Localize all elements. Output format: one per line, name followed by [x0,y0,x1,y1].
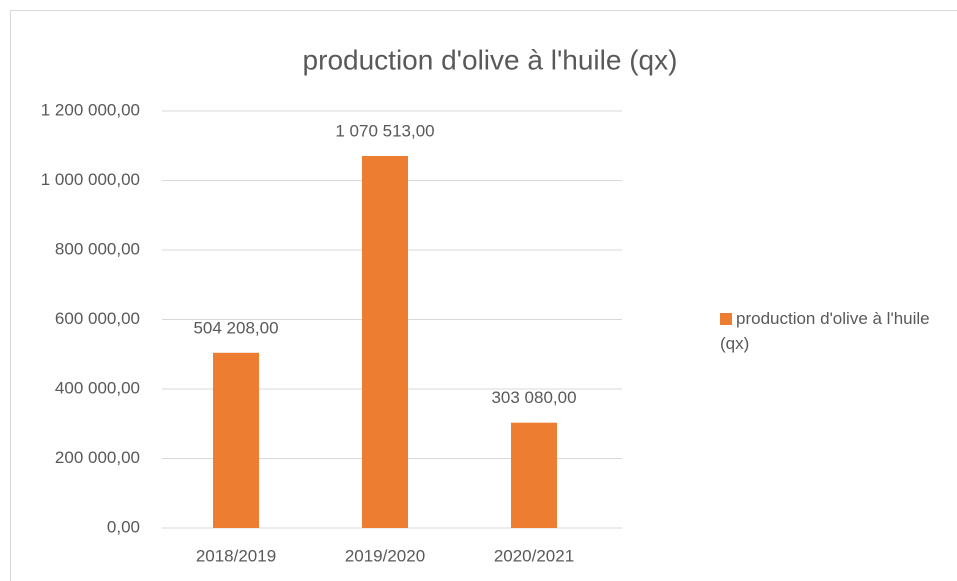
bar [213,352,259,528]
legend-swatch [720,313,732,325]
data-label: 504 208,00 [193,318,278,337]
y-tick-label: 1 200 000,00 [41,100,140,119]
y-tick-label: 0,00 [107,517,140,536]
chart-border [10,10,957,581]
data-label: 303 080,00 [491,388,576,407]
bar [511,422,557,528]
x-tick-label: 2020/2021 [494,546,574,565]
x-tick-label: 2019/2020 [345,546,425,565]
legend-label: production d'olive à l'huile (qx) [720,309,930,353]
data-label: 1 070 513,00 [335,121,434,140]
bar [362,155,408,528]
y-tick-label: 1 000 000,00 [41,170,140,189]
y-tick-label: 600 000,00 [55,309,140,328]
y-tick-label: 400 000,00 [55,378,140,397]
legend: production d'olive à l'huile (qx) [720,306,945,356]
y-tick-label: 200 000,00 [55,448,140,467]
chart-title: production d'olive à l'huile (qx) [303,44,678,75]
x-tick-label: 2018/2019 [196,546,276,565]
y-tick-label: 800 000,00 [55,239,140,258]
